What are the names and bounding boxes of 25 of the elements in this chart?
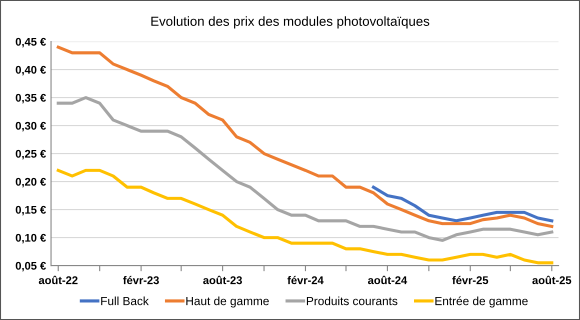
y-tick-label: 0,20 € [16, 178, 46, 188]
line-series [56, 168, 554, 264]
legend-label: Full Back [101, 296, 149, 306]
line-series [372, 186, 554, 222]
x-tick-label: févr-25 [452, 276, 488, 284]
x-tick-label: août-24 [368, 276, 408, 284]
line-series [56, 96, 554, 242]
y-tick-label: 0,30 € [16, 122, 46, 132]
x-tick-label: févr-23 [123, 276, 159, 284]
x-tick-label: août-25 [532, 276, 572, 284]
x-tick-label: févr-24 [287, 276, 324, 284]
chart-title: Evolution des prix des modules photovoltaïques [151, 16, 430, 29]
legend-label: Produits courants [306, 296, 398, 306]
x-tick-label: août-23 [203, 276, 242, 284]
y-tick-label: 0,45 € [16, 38, 46, 48]
y-tick-label: 0,25 € [16, 150, 46, 160]
y-tick-label: 0,10 € [16, 234, 46, 244]
legend-label: Entrée de gamme [435, 296, 528, 308]
y-tick-label: 0,35 € [16, 94, 46, 104]
y-tick-label: 0,15 € [16, 206, 46, 216]
x-tick-label: août-22 [38, 276, 78, 284]
line-series [56, 46, 554, 228]
y-tick-label: 0,40 € [16, 66, 46, 76]
y-tick-label: 0,05 € [16, 262, 46, 272]
legend-label: Haut de gamme [186, 296, 269, 308]
